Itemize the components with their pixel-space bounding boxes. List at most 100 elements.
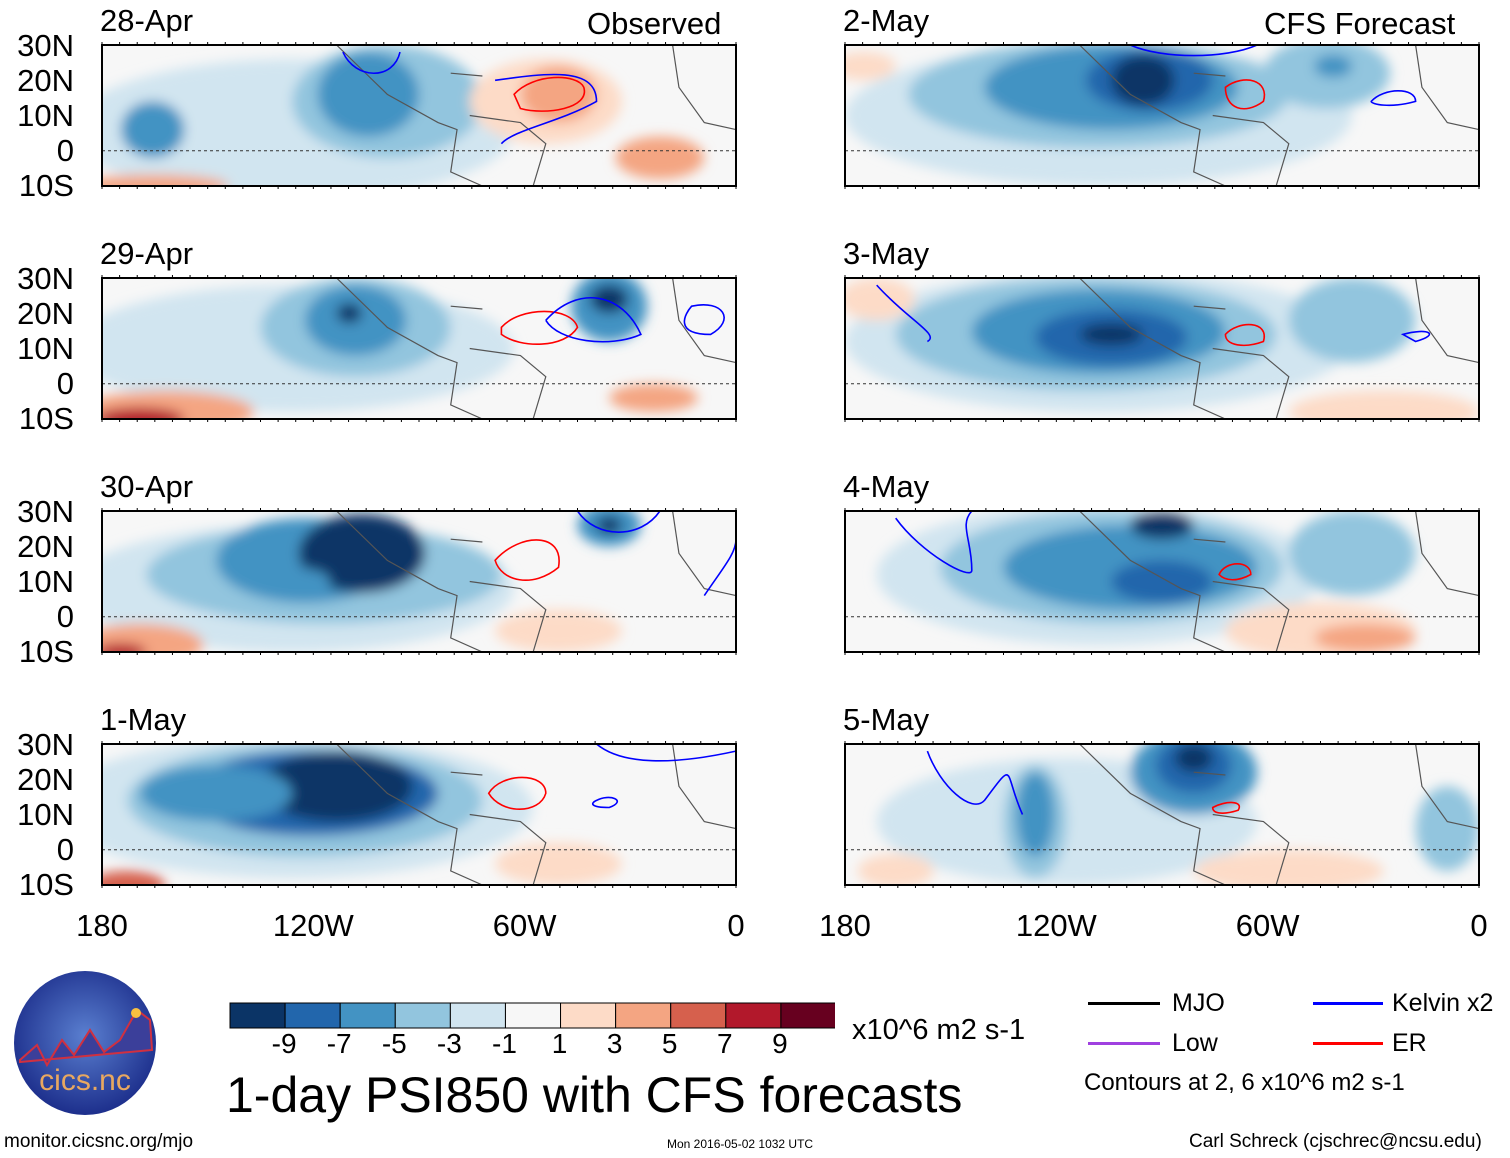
map-panel	[101, 508, 737, 655]
figure-title: 1-day PSI850 with CFS forecasts	[226, 1067, 963, 1123]
psi-anomaly-shading	[1314, 54, 1353, 78]
psi-anomaly-shading	[1079, 323, 1143, 346]
lon-label: 0	[727, 908, 745, 943]
lat-label: 10S	[18, 867, 74, 902]
psi-anomaly-shading	[1111, 560, 1213, 603]
psi-anomaly-shading	[102, 174, 229, 186]
psi-anomaly-shading	[140, 765, 293, 822]
psi-anomaly-shading	[298, 513, 426, 593]
cics-logo: cics.nc	[12, 970, 158, 1121]
colorbar-swatch	[394, 1002, 451, 1029]
psi-anomaly-shading	[1174, 744, 1213, 773]
lon-label: 60W	[492, 908, 557, 943]
legend-kelvin-line	[1313, 1002, 1383, 1005]
psi-anomaly-shading	[260, 751, 413, 822]
er-contour	[494, 539, 560, 581]
lat-label: 20N	[17, 762, 74, 797]
colorbar-label: 3	[606, 1028, 623, 1059]
psi-anomaly-shading	[317, 52, 419, 137]
kelvin-contour	[683, 304, 725, 336]
map-panel	[844, 42, 1480, 189]
lat-label: 0	[56, 366, 74, 401]
er-contour	[1224, 323, 1265, 347]
lat-label: 10N	[17, 564, 74, 599]
psi-anomaly-shading	[121, 101, 185, 158]
lat-label: 20N	[17, 296, 74, 331]
lat-label: 0	[56, 133, 74, 168]
kelvin-contour	[1400, 330, 1431, 343]
psi-anomaly-shading	[1288, 278, 1416, 363]
kelvin-contour	[895, 511, 973, 574]
er-contour	[1218, 563, 1252, 581]
legend-kelvin-label: Kelvin x2	[1392, 989, 1494, 1017]
coastline	[336, 511, 736, 652]
lat-label: 10S	[18, 401, 74, 436]
psi-anomaly-shading	[254, 567, 331, 596]
psi-anomaly-shading	[336, 303, 362, 324]
colorbar-swatches	[229, 1002, 837, 1029]
kelvin-contour	[591, 796, 618, 809]
kelvin-contour	[545, 296, 642, 343]
colorbar	[229, 1002, 837, 1035]
observed-header: Observed	[587, 6, 722, 41]
colorbar-swatch	[670, 1002, 727, 1029]
lat-label: 10S	[18, 168, 74, 203]
psi-anomaly-shading	[845, 52, 896, 81]
lon-label: 180	[76, 908, 128, 943]
psi-anomaly-shading	[1111, 54, 1175, 106]
panel-date: 4-May	[843, 469, 930, 504]
coastline	[1079, 45, 1479, 186]
panel-date: 28-Apr	[100, 3, 194, 38]
psi-anomaly-shading	[495, 842, 622, 885]
lat-label: 10N	[17, 98, 74, 133]
colorbar-swatch	[284, 1002, 341, 1029]
psi-anomaly-shading	[615, 136, 705, 179]
legend: MJO Kelvin x2 Low ER	[1088, 989, 1508, 1059]
colorbar-swatch	[780, 1002, 837, 1029]
psi-anomaly-shading	[1288, 390, 1479, 419]
psi-anomaly-shading	[102, 407, 185, 419]
lat-label: 10S	[18, 634, 74, 669]
legend-er-label: ER	[1392, 1029, 1427, 1057]
psi-anomaly-shading	[845, 278, 915, 321]
er-contour	[500, 310, 579, 345]
kelvin-contour	[876, 284, 931, 343]
psi-anomaly-shading	[1016, 772, 1055, 857]
map-panel	[101, 275, 737, 422]
contour-note: Contours at 2, 6 x10^6 m2 s-1	[1084, 1069, 1405, 1096]
lat-label: 30N	[17, 261, 74, 296]
coastline	[336, 744, 736, 885]
colorbar-swatch	[560, 1002, 617, 1029]
psi-anomaly-shading	[102, 870, 166, 885]
colorbar-label: 7	[717, 1028, 733, 1059]
psi-anomaly-shading	[1130, 511, 1194, 540]
lon-label: 120W	[1015, 908, 1097, 943]
er-contour	[513, 76, 586, 112]
psi-anomaly-shading	[1415, 786, 1479, 871]
lon-label: 0	[1470, 908, 1488, 943]
footer-url[interactable]: monitor.cicsnc.org/mjo	[4, 1131, 194, 1152]
lat-label: 0	[56, 832, 74, 867]
psi-anomaly-shading	[495, 609, 622, 652]
colorbar-label: 9	[772, 1028, 788, 1059]
colorbar-swatch	[229, 1002, 286, 1029]
coastline	[1079, 278, 1479, 419]
lon-label: 120W	[272, 908, 354, 943]
panel-date: 3-May	[843, 236, 930, 271]
map-panel	[844, 741, 1480, 888]
coastline	[336, 278, 736, 419]
lat-label: 10N	[17, 797, 74, 832]
lat-label: 30N	[17, 28, 74, 63]
colorbar-label: -5	[381, 1028, 407, 1059]
kelvin-contour	[1370, 90, 1417, 107]
er-contour	[487, 776, 547, 810]
psi-anomaly-shading	[857, 853, 934, 885]
map-panel	[844, 275, 1480, 422]
psi-anomaly-shading	[1193, 849, 1384, 885]
footer-author[interactable]: Carl Schreck (cjschrec@ncsu.edu)	[1189, 1131, 1482, 1152]
colorbar-label: -1	[492, 1028, 517, 1059]
lat-label: 20N	[17, 529, 74, 564]
er-contour	[1224, 79, 1266, 110]
colorbar-label: -9	[271, 1028, 297, 1059]
lat-label: 20N	[17, 63, 74, 98]
